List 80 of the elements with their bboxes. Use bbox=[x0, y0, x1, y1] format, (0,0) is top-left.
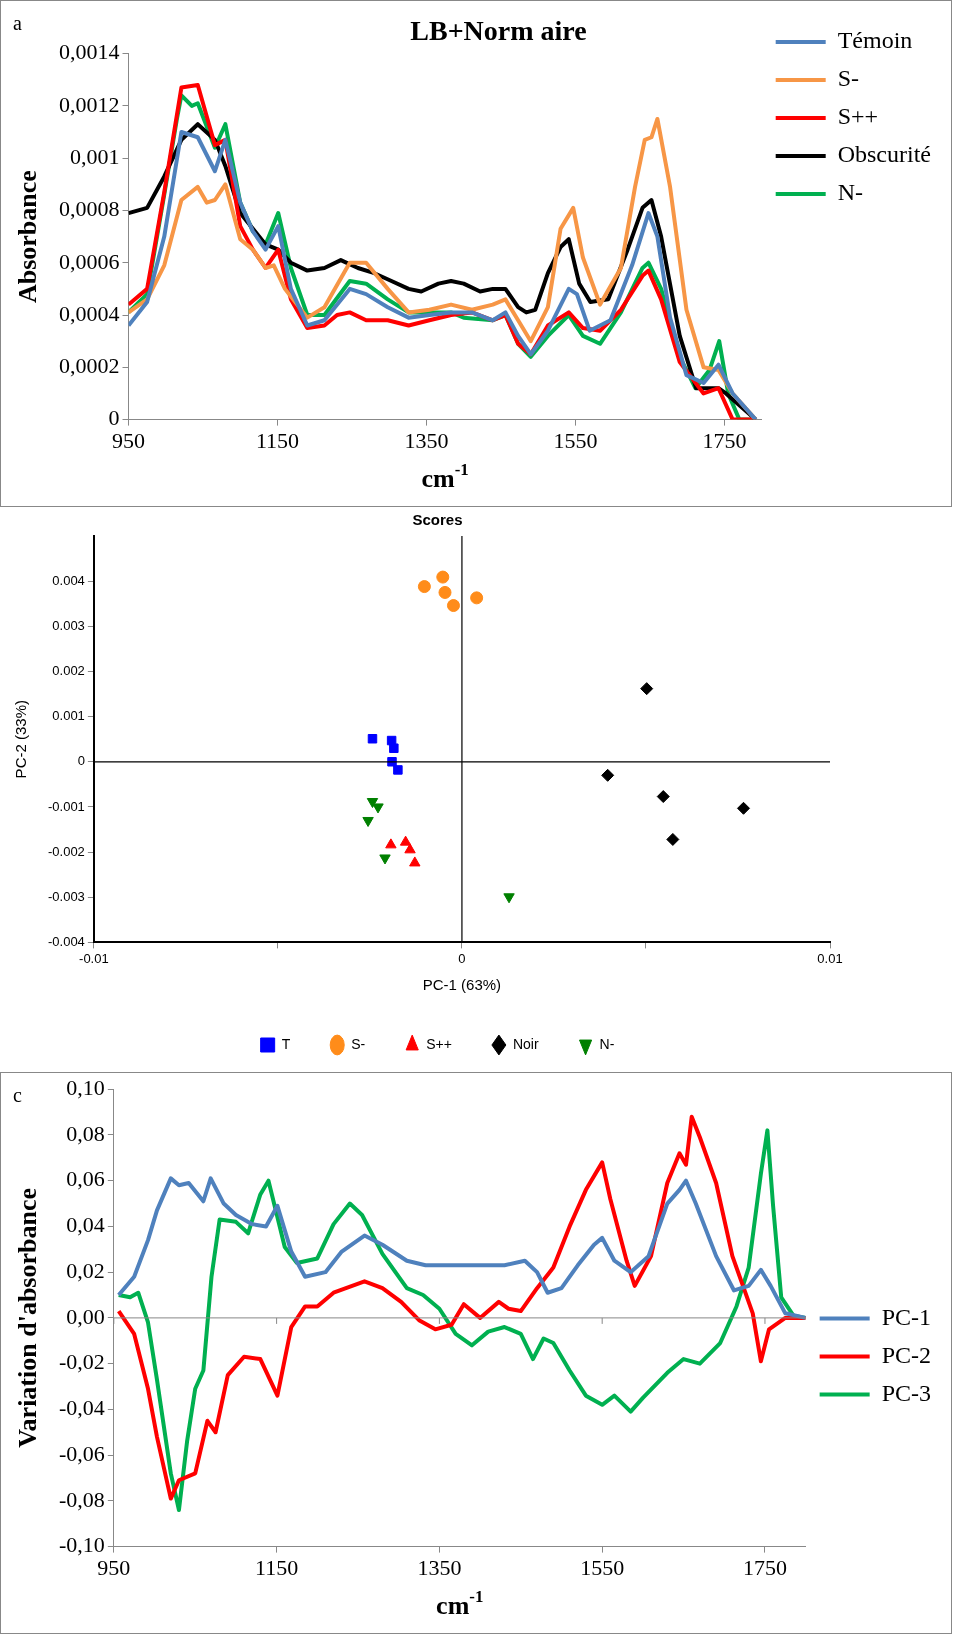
y-axis-title: Variation d'absorbance bbox=[12, 1188, 42, 1448]
y-tick-label: 0,0004 bbox=[59, 300, 120, 326]
point bbox=[387, 757, 397, 767]
y-tick-label: -0.001 bbox=[47, 798, 85, 814]
legend-label: S- bbox=[837, 65, 860, 92]
point bbox=[385, 838, 397, 849]
point bbox=[393, 765, 403, 775]
y-tick-label: 0,06 bbox=[66, 1166, 105, 1192]
legend-label: Noir bbox=[512, 1035, 539, 1052]
y-tick-label: -0,06 bbox=[59, 1440, 105, 1466]
point bbox=[446, 599, 460, 613]
y-tick-label: -0.004 bbox=[47, 933, 85, 949]
legend-label: PC-3 bbox=[881, 1379, 932, 1406]
point bbox=[409, 856, 421, 867]
y-tick-label: -0.003 bbox=[47, 888, 85, 904]
x-tick-label: 1550 bbox=[553, 427, 598, 453]
point bbox=[737, 801, 750, 815]
point bbox=[470, 591, 484, 605]
point bbox=[666, 832, 680, 846]
x-axis-title: PC-1 (63%) bbox=[422, 976, 502, 994]
y-tick-label: 0.004 bbox=[52, 572, 85, 588]
point bbox=[417, 580, 431, 594]
point bbox=[438, 585, 452, 599]
point bbox=[399, 835, 412, 846]
y-axis-title: PC-2 (33%) bbox=[12, 700, 30, 779]
text: c bbox=[13, 1084, 22, 1107]
y-tick-label: -0,08 bbox=[59, 1486, 105, 1512]
legend-label: T bbox=[281, 1035, 291, 1052]
point bbox=[640, 682, 654, 696]
y-tick-label: 0 bbox=[77, 753, 85, 769]
point bbox=[404, 843, 416, 854]
y-tick-label: -0,04 bbox=[59, 1395, 105, 1421]
point bbox=[656, 790, 670, 804]
y-tick-label: 0,00 bbox=[66, 1303, 105, 1329]
point bbox=[367, 734, 378, 744]
legend-label: S- bbox=[351, 1035, 366, 1052]
text: a bbox=[13, 12, 22, 35]
x-tick-label: 0 bbox=[458, 950, 466, 966]
legend-label: N- bbox=[599, 1035, 615, 1052]
legend-label: S++ bbox=[426, 1035, 452, 1052]
point bbox=[372, 803, 384, 814]
y-tick-label: 0,0012 bbox=[59, 91, 120, 117]
y-tick-label: 0,0014 bbox=[59, 39, 120, 65]
y-tick-label: 0,001 bbox=[70, 143, 120, 169]
x-tick-label: 1750 bbox=[702, 427, 747, 453]
y-tick-label: 0,0008 bbox=[59, 196, 120, 222]
x-tick-label: 1550 bbox=[580, 1554, 625, 1580]
y-tick-label: 0,0006 bbox=[59, 248, 120, 274]
point bbox=[389, 743, 399, 753]
x-tick-label: 0.01 bbox=[817, 950, 843, 966]
point bbox=[362, 816, 374, 827]
point bbox=[601, 768, 615, 782]
legend-label: Témoin bbox=[837, 27, 913, 54]
legend-label: Obscurité bbox=[837, 141, 932, 168]
point bbox=[436, 570, 450, 584]
y-tick-label: 0,02 bbox=[66, 1257, 105, 1283]
x-tick-label: 1350 bbox=[417, 1554, 462, 1580]
legend-label: PC-1 bbox=[881, 1303, 932, 1330]
y-tick-label: 0.003 bbox=[52, 617, 85, 633]
y-tick-label: 0,04 bbox=[66, 1212, 105, 1238]
y-tick-label: -0,02 bbox=[59, 1349, 105, 1375]
y-tick-label: 0,08 bbox=[66, 1120, 105, 1146]
chart-title: LB+Norm aire bbox=[410, 15, 587, 47]
y-tick-label: -0.002 bbox=[47, 843, 85, 859]
legend-label: N- bbox=[837, 179, 864, 206]
chart-title: Scores bbox=[412, 511, 463, 529]
y-tick-label: 0.001 bbox=[52, 708, 85, 724]
y-tick-label: 0,0002 bbox=[59, 353, 120, 379]
x-tick-label: 1150 bbox=[255, 1554, 299, 1580]
x-tick-label: 1150 bbox=[255, 427, 300, 453]
y-tick-label: 0,10 bbox=[66, 1074, 105, 1100]
x-tick-label: -0.01 bbox=[79, 950, 109, 966]
point bbox=[503, 893, 515, 904]
y-axis-title: Absorbance bbox=[12, 170, 42, 304]
legend-label: PC-2 bbox=[881, 1341, 932, 1368]
y-tick-label: 0.002 bbox=[52, 663, 85, 679]
x-tick-label: 1750 bbox=[742, 1554, 787, 1580]
point bbox=[379, 854, 391, 865]
x-tick-label: 1350 bbox=[404, 427, 449, 453]
legend-label: S++ bbox=[837, 103, 879, 130]
